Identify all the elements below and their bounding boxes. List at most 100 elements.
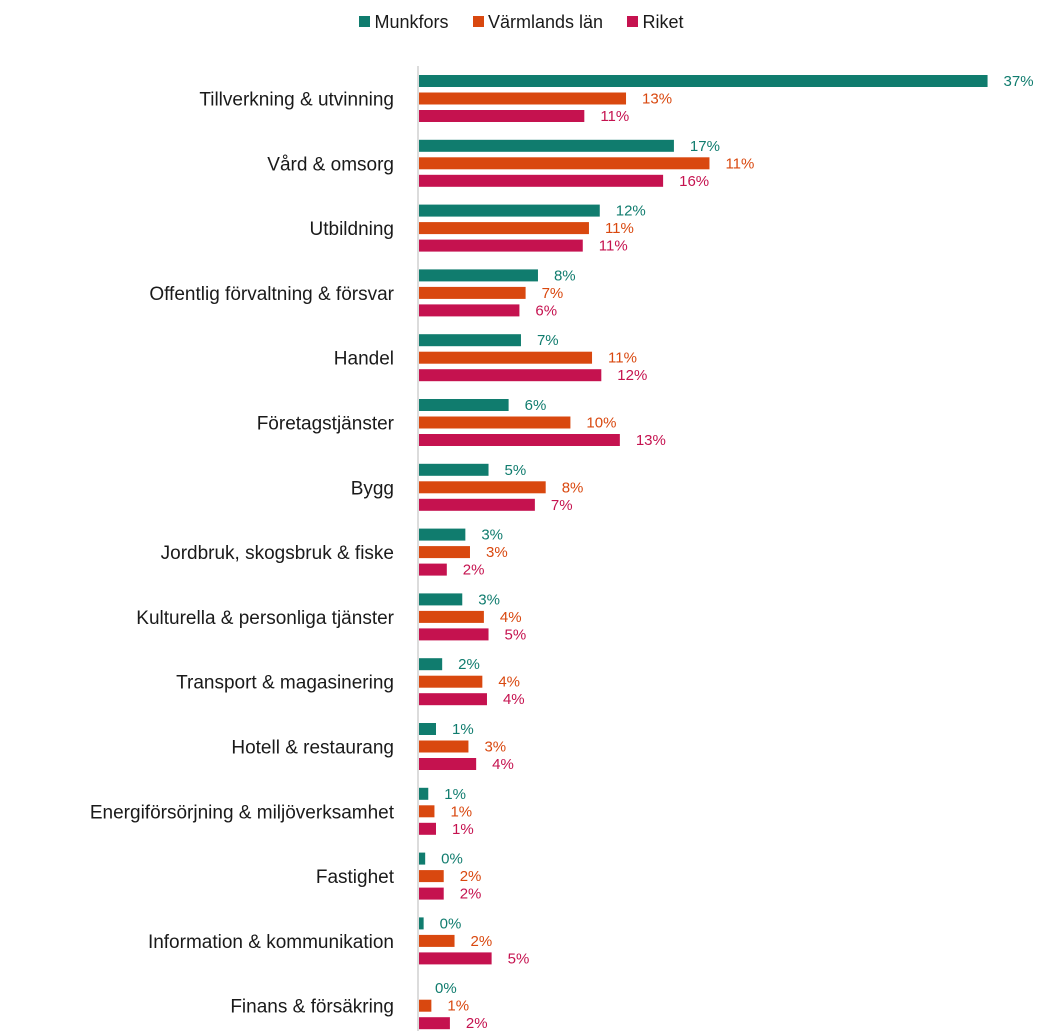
bar-munkfors-hotell-restaurang	[419, 723, 436, 735]
bar-v-rmlands-l-n-bygg	[419, 481, 546, 494]
value-label-riket-jordbruk-skogsbruk-fiske: 2%	[463, 562, 485, 579]
value-label-riket-finans-f-rs-kring: 2%	[466, 1015, 488, 1031]
category-label-energif-rs-rjning-milj-verksamhet: Energiförsörjning & miljöverksamhet	[90, 802, 395, 823]
bar-riket-utbildning	[419, 239, 583, 252]
category-label-jordbruk-skogsbruk-fiske: Jordbruk, skogsbruk & fiske	[161, 543, 394, 564]
value-label-v-rmlands-l-n-finans-f-rs-kring: 1%	[447, 998, 469, 1015]
value-label-riket-kulturella-personliga-tj-nster: 5%	[505, 626, 527, 643]
value-label-munkfors-bygg: 5%	[505, 462, 527, 479]
value-label-riket-transport-magasinering: 4%	[503, 691, 525, 708]
legend: Munkfors Värmlands län Riket	[0, 12, 1043, 33]
bar-riket-offentlig-f-rvaltning-f-rsvar	[419, 304, 520, 317]
value-label-riket-handel: 12%	[617, 367, 647, 384]
bar-riket-handel	[419, 369, 602, 382]
value-label-v-rmlands-l-n-fastighet: 2%	[460, 868, 482, 885]
category-label-tillverkning-utvinning: Tillverkning & utvinning	[199, 90, 394, 111]
value-label-v-rmlands-l-n-kulturella-personliga-tj-nster: 4%	[500, 609, 522, 626]
bar-riket-v-rd-omsorg	[419, 174, 664, 187]
legend-label-varmlands-lan: Värmlands län	[487, 12, 604, 32]
bar-munkfors-tillverkning-utvinning	[419, 75, 988, 87]
value-label-v-rmlands-l-n-utbildning: 11%	[605, 220, 634, 237]
legend-swatch-riket	[627, 16, 639, 27]
value-label-v-rmlands-l-n-hotell-restaurang: 3%	[484, 739, 506, 756]
bar-riket-kulturella-personliga-tj-nster	[419, 628, 489, 641]
value-label-v-rmlands-l-n-jordbruk-skogsbruk-fiske: 3%	[486, 544, 508, 561]
value-label-munkfors-jordbruk-skogsbruk-fiske: 3%	[481, 527, 503, 544]
bar-v-rmlands-l-n-finans-f-rs-kring	[419, 999, 432, 1012]
legend-label-riket: Riket	[642, 12, 684, 32]
category-label-bygg: Bygg	[351, 478, 394, 499]
category-label-kulturella-personliga-tj-nster: Kulturella & personliga tjänster	[136, 608, 394, 629]
bar-v-rmlands-l-n-transport-magasinering	[419, 675, 483, 688]
bar-v-rmlands-l-n-information-kommunikation	[419, 934, 455, 947]
bar-riket-hotell-restaurang	[419, 758, 477, 770]
value-label-munkfors-fastighet: 0%	[441, 851, 463, 868]
category-label-f-retagstj-nster: Företagstjänster	[257, 414, 395, 435]
bar-munkfors-utbildning	[419, 204, 600, 217]
legend-swatch-munkfors	[359, 16, 371, 27]
bar-riket-transport-magasinering	[419, 693, 487, 706]
value-label-munkfors-finans-f-rs-kring: 0%	[435, 980, 457, 997]
bar-munkfors-offentlig-f-rvaltning-f-rsvar	[419, 269, 538, 282]
legend-item-varmlands-lan: Värmlands län	[472, 12, 604, 33]
value-label-v-rmlands-l-n-handel: 11%	[608, 350, 637, 367]
bar-riket-bygg	[419, 498, 535, 511]
category-label-utbildning: Utbildning	[310, 219, 395, 240]
bar-munkfors-transport-magasinering	[419, 658, 443, 671]
bar-v-rmlands-l-n-handel	[419, 351, 593, 364]
bar-riket-f-retagstj-nster	[419, 434, 620, 446]
value-label-riket-fastighet: 2%	[460, 886, 482, 903]
bar-munkfors-information-kommunikation	[419, 917, 424, 930]
bar-munkfors-bygg	[419, 463, 489, 476]
value-label-v-rmlands-l-n-information-kommunikation: 2%	[471, 933, 493, 950]
bar-munkfors-kulturella-personliga-tj-nster	[419, 593, 463, 606]
bar-munkfors-f-retagstj-nster	[419, 399, 509, 411]
value-label-v-rmlands-l-n-energif-rs-rjning-milj-verksamhet: 1%	[450, 803, 472, 820]
legend-item-riket: Riket	[627, 12, 684, 33]
bar-v-rmlands-l-n-f-retagstj-nster	[419, 416, 571, 429]
value-label-v-rmlands-l-n-tillverkning-utvinning: 13%	[642, 91, 672, 108]
value-label-munkfors-offentlig-f-rvaltning-f-rsvar: 8%	[554, 267, 576, 284]
category-label-finans-f-rs-kring: Finans & försäkring	[230, 997, 394, 1018]
value-label-riket-offentlig-f-rvaltning-f-rsvar: 6%	[535, 302, 557, 319]
bar-munkfors-v-rd-omsorg	[419, 139, 674, 152]
value-label-v-rmlands-l-n-transport-magasinering: 4%	[498, 674, 520, 691]
category-label-fastighet: Fastighet	[316, 867, 395, 888]
bar-riket-information-kommunikation	[419, 952, 492, 965]
bar-v-rmlands-l-n-offentlig-f-rvaltning-f-rsvar	[419, 286, 526, 299]
value-label-munkfors-kulturella-personliga-tj-nster: 3%	[478, 591, 500, 608]
bar-riket-finans-f-rs-kring	[419, 1017, 450, 1030]
value-label-riket-energif-rs-rjning-milj-verksamhet: 1%	[452, 821, 474, 838]
value-label-v-rmlands-l-n-bygg: 8%	[562, 479, 584, 496]
value-label-v-rmlands-l-n-f-retagstj-nster: 10%	[586, 415, 616, 432]
category-label-information-kommunikation: Information & kommunikation	[148, 932, 394, 953]
value-label-riket-information-kommunikation: 5%	[508, 950, 530, 967]
category-label-handel: Handel	[334, 349, 394, 370]
bar-v-rmlands-l-n-jordbruk-skogsbruk-fiske	[419, 546, 470, 559]
value-label-riket-tillverkning-utvinning: 11%	[600, 108, 629, 125]
category-label-offentlig-f-rvaltning-f-rsvar: Offentlig förvaltning & försvar	[149, 284, 394, 305]
bar-riket-energif-rs-rjning-milj-verksamhet	[419, 822, 436, 835]
value-label-v-rmlands-l-n-v-rd-omsorg: 11%	[725, 155, 754, 172]
bar-riket-fastighet	[419, 887, 444, 900]
category-label-transport-magasinering: Transport & magasinering	[176, 673, 394, 694]
legend-label-munkfors: Munkfors	[374, 12, 449, 32]
legend-swatch-varmlands-lan	[472, 16, 484, 27]
value-label-munkfors-hotell-restaurang: 1%	[452, 721, 474, 738]
bar-v-rmlands-l-n-utbildning	[419, 222, 589, 235]
bar-munkfors-fastighet	[419, 852, 426, 865]
bar-riket-tillverkning-utvinning	[419, 110, 585, 122]
value-label-riket-f-retagstj-nster: 13%	[636, 432, 666, 449]
value-label-riket-bygg: 7%	[551, 497, 573, 514]
value-label-v-rmlands-l-n-offentlig-f-rvaltning-f-rsvar: 7%	[542, 285, 564, 302]
bar-v-rmlands-l-n-hotell-restaurang	[419, 740, 469, 753]
bar-munkfors-handel	[419, 334, 521, 347]
category-label-hotell-restaurang: Hotell & restaurang	[231, 738, 394, 759]
value-label-munkfors-information-kommunikation: 0%	[440, 915, 462, 932]
bar-v-rmlands-l-n-kulturella-personliga-tj-nster	[419, 610, 484, 623]
value-label-munkfors-energif-rs-rjning-milj-verksamhet: 1%	[444, 786, 466, 803]
value-label-riket-hotell-restaurang: 4%	[492, 756, 514, 773]
bar-munkfors-jordbruk-skogsbruk-fiske	[419, 528, 466, 541]
